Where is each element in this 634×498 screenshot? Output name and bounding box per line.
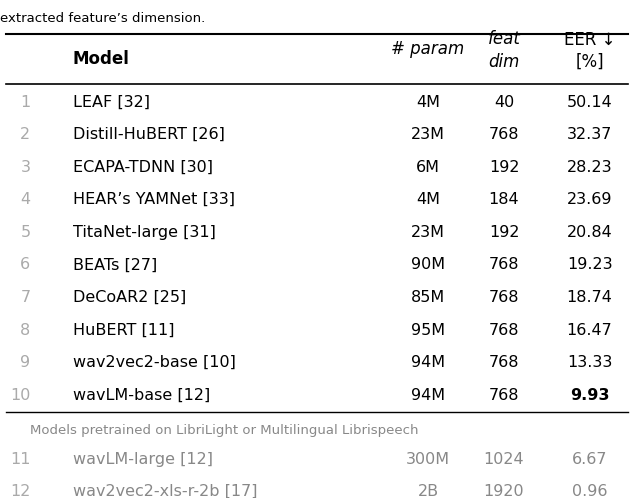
- Text: 1920: 1920: [484, 484, 524, 498]
- Text: 20.84: 20.84: [567, 225, 612, 240]
- Text: 192: 192: [489, 160, 519, 175]
- Text: 23.69: 23.69: [567, 192, 612, 207]
- Text: 6.67: 6.67: [572, 452, 607, 467]
- Text: 50.14: 50.14: [567, 95, 612, 110]
- Text: 6M: 6M: [416, 160, 440, 175]
- Text: 10: 10: [10, 387, 30, 403]
- Text: 23M: 23M: [411, 225, 445, 240]
- Text: 768: 768: [489, 323, 519, 338]
- Text: 768: 768: [489, 355, 519, 370]
- Text: 28.23: 28.23: [567, 160, 612, 175]
- Text: 1: 1: [20, 95, 30, 110]
- Text: HEAR’s YAMNet [33]: HEAR’s YAMNet [33]: [73, 192, 235, 207]
- Text: Model: Model: [73, 50, 130, 68]
- Text: 85M: 85M: [411, 290, 445, 305]
- Text: 184: 184: [489, 192, 519, 207]
- Text: EER ↓
[%]: EER ↓ [%]: [564, 30, 616, 71]
- Text: extracted feature’s dimension.: extracted feature’s dimension.: [0, 12, 205, 25]
- Text: Models pretrained on LibriLight or Multilingual Librispeech: Models pretrained on LibriLight or Multi…: [30, 424, 419, 437]
- Text: 9: 9: [20, 355, 30, 370]
- Text: 9.93: 9.93: [570, 387, 609, 403]
- Text: 90M: 90M: [411, 257, 445, 272]
- Text: wavLM-base [12]: wavLM-base [12]: [73, 387, 210, 403]
- Text: DeCoAR2 [25]: DeCoAR2 [25]: [73, 290, 186, 305]
- Text: 4M: 4M: [416, 95, 440, 110]
- Text: 19.23: 19.23: [567, 257, 612, 272]
- Text: 16.47: 16.47: [567, 323, 612, 338]
- Text: 300M: 300M: [406, 452, 450, 467]
- Text: TitaNet-large [31]: TitaNet-large [31]: [73, 225, 216, 240]
- Text: 192: 192: [489, 225, 519, 240]
- Text: LEAF [32]: LEAF [32]: [73, 95, 150, 110]
- Text: ECAPA-TDNN [30]: ECAPA-TDNN [30]: [73, 160, 213, 175]
- Text: wav2vec2-xls-r-2b [17]: wav2vec2-xls-r-2b [17]: [73, 484, 257, 498]
- Text: HuBERT [11]: HuBERT [11]: [73, 323, 174, 338]
- Text: wavLM-large [12]: wavLM-large [12]: [73, 452, 213, 467]
- Text: 768: 768: [489, 290, 519, 305]
- Text: 1024: 1024: [484, 452, 524, 467]
- Text: 32.37: 32.37: [567, 127, 612, 142]
- Text: 8: 8: [20, 323, 30, 338]
- Text: 7: 7: [20, 290, 30, 305]
- Text: 13.33: 13.33: [567, 355, 612, 370]
- Text: 2B: 2B: [417, 484, 439, 498]
- Text: 18.74: 18.74: [567, 290, 612, 305]
- Text: 3: 3: [20, 160, 30, 175]
- Text: 4: 4: [20, 192, 30, 207]
- Text: # param: # param: [391, 40, 465, 58]
- Text: 4M: 4M: [416, 192, 440, 207]
- Text: 2: 2: [20, 127, 30, 142]
- Text: 768: 768: [489, 387, 519, 403]
- Text: 40: 40: [494, 95, 514, 110]
- Text: feat
dim: feat dim: [488, 30, 521, 71]
- Text: 94M: 94M: [411, 387, 445, 403]
- Text: 12: 12: [10, 484, 30, 498]
- Text: wav2vec2-base [10]: wav2vec2-base [10]: [73, 355, 236, 370]
- Text: 11: 11: [10, 452, 30, 467]
- Text: BEATs [27]: BEATs [27]: [73, 257, 157, 272]
- Text: 6: 6: [20, 257, 30, 272]
- Text: 768: 768: [489, 127, 519, 142]
- Text: Distill-HuBERT [26]: Distill-HuBERT [26]: [73, 127, 225, 142]
- Text: 768: 768: [489, 257, 519, 272]
- Text: 5: 5: [20, 225, 30, 240]
- Text: 0.96: 0.96: [572, 484, 607, 498]
- Text: 95M: 95M: [411, 323, 445, 338]
- Text: 23M: 23M: [411, 127, 445, 142]
- Text: 94M: 94M: [411, 355, 445, 370]
